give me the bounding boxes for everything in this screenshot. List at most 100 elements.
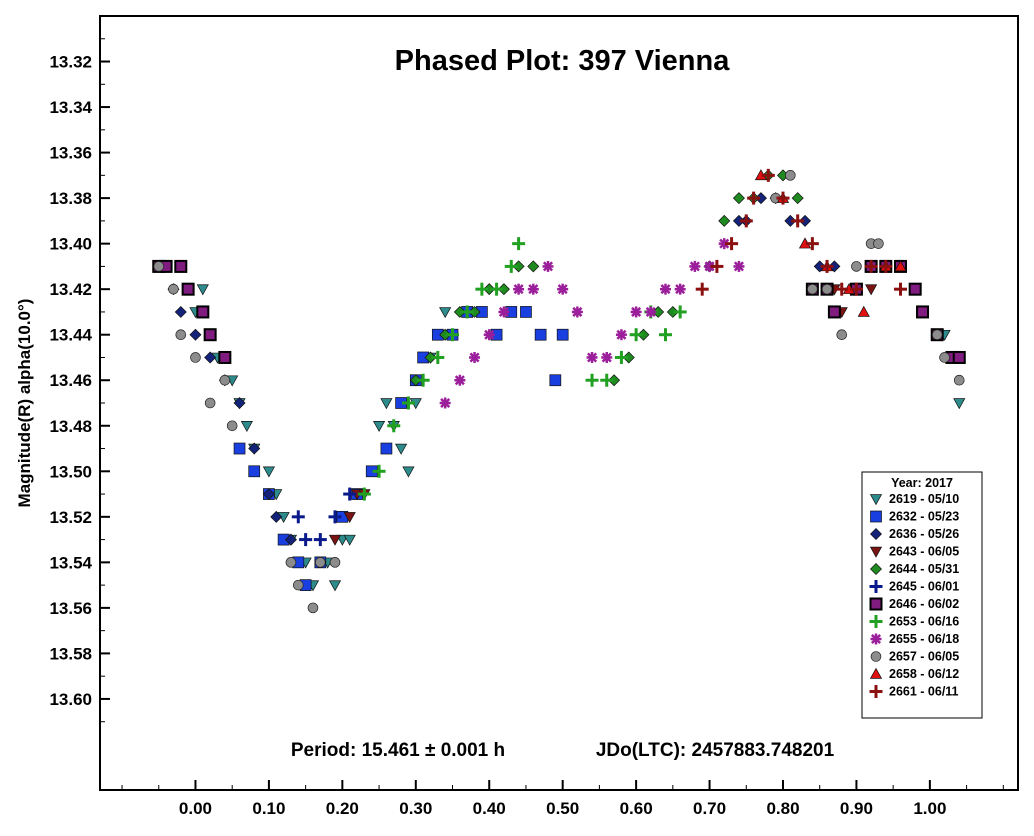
data-point [542,260,554,272]
data-point [520,306,532,318]
data-point [153,261,165,272]
data-point [600,373,614,387]
data-point [233,397,246,409]
data-point [791,214,805,228]
data-point [865,284,878,296]
data-point [307,602,319,614]
data-point [226,420,238,432]
data-point [387,419,401,433]
data-point [952,350,966,364]
data-point [857,305,870,317]
data-point [439,307,452,319]
y-tick-label: 13.60 [49,690,92,709]
x-tick-label: 0.70 [693,799,726,818]
data-point [196,284,209,296]
data-point [431,350,445,364]
data-point [849,282,863,296]
data-point [821,283,833,295]
data-point [622,351,635,364]
legend-marker [870,633,882,645]
data-point [233,442,246,455]
data-point [490,282,504,296]
data-point [475,282,489,296]
x-tick-label: 0.80 [766,799,799,818]
data-point [262,488,275,501]
y-tick-label: 13.46 [49,371,92,390]
x-tick-label: 0.00 [179,799,212,818]
data-point [879,259,893,273]
data-point [285,557,297,568]
data-point [805,237,819,251]
y-tick-label: 13.40 [49,235,92,254]
data-point [343,534,356,546]
data-point [931,329,943,341]
data-point [328,580,342,592]
data-point [409,374,422,387]
data-point [556,328,569,341]
data-point [203,328,217,342]
legend-marker [869,685,883,698]
data-point [292,579,304,591]
data-point [695,282,709,296]
legend-entry-label: 2655 - 06/18 [889,632,959,646]
epoch-label: JDo(LTC): 2457883.748201 [596,740,835,761]
data-point [513,283,525,295]
legend-entry-label: 2657 - 06/05 [889,650,959,664]
data-point [174,305,187,318]
y-tick-label: 13.34 [49,98,92,117]
data-point [204,351,217,364]
data-point [380,398,393,410]
data-point [189,328,202,341]
data-point [380,442,393,455]
data-point [674,283,686,295]
data-point [873,238,884,249]
legend-entry-label: 2643 - 06/05 [889,545,959,559]
data-point [557,283,569,295]
data-point [659,283,671,295]
data-point [585,373,599,387]
y-tick-label: 13.44 [49,326,92,345]
data-point [270,510,283,523]
y-tick-label: 13.54 [49,553,92,572]
y-tick-label: 13.32 [49,53,92,72]
data-point [953,374,965,386]
legend-entries: 2619 - 05/10 2632 - 05/23 2636 - 05/26 2643… [869,492,959,699]
data-point [190,352,201,363]
data-point [776,191,790,205]
data-point [732,192,745,205]
data-point [512,237,526,251]
data-point [916,305,930,319]
data-point [313,533,327,547]
data-point [174,259,188,273]
data-point [262,466,276,478]
data-point [343,487,357,501]
legend-entry-label: 2645 - 06/01 [889,580,959,594]
data-point [416,373,430,387]
chart-title: Phased Plot: 397 Vienna [395,45,731,77]
legend-entry-label: 2636 - 05/26 [889,527,959,541]
legend-marker [869,667,883,679]
data-point [328,510,342,524]
data-point [240,421,253,432]
data-point [401,396,415,410]
data-point [527,283,539,295]
data-point [652,305,665,318]
data-point [673,305,687,319]
data-point [645,306,657,318]
data-point [747,191,761,205]
data-point [439,397,451,409]
data-point [894,260,907,272]
y-tick-label: 13.52 [49,508,92,527]
data-point [336,534,349,546]
legend-marker [870,563,882,575]
data-point [512,260,525,273]
data-point [710,259,724,273]
data-point [791,192,804,205]
legend-entry-label: 2653 - 06/16 [889,615,959,629]
legend-marker [869,597,883,611]
data-point [497,283,510,296]
data-point [498,306,510,318]
data-point [299,533,313,547]
data-point [608,374,621,387]
data-points [152,168,966,614]
